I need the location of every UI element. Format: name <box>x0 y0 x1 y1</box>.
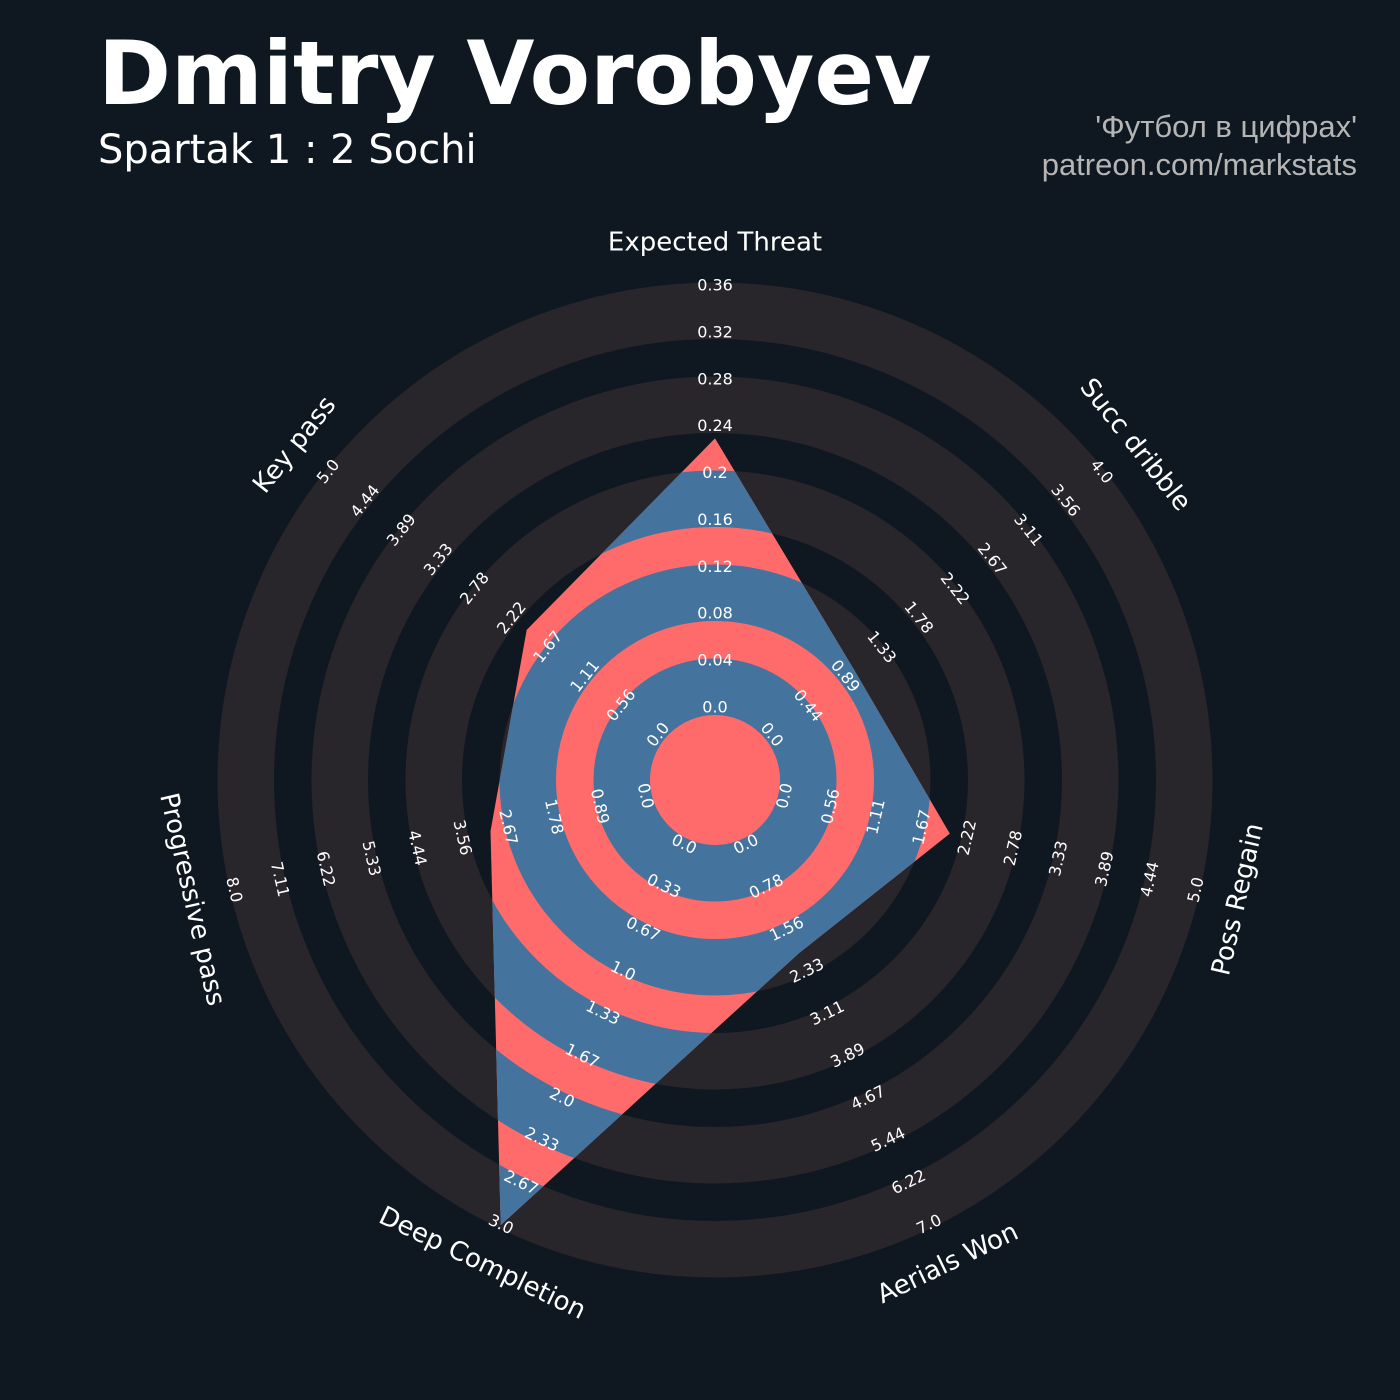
tick-label: 0.08 <box>697 604 733 623</box>
tick-label: 0.24 <box>697 416 733 435</box>
tick-label: 0.32 <box>697 322 733 341</box>
fill-band <box>499 564 931 996</box>
tick-label: 0.04 <box>697 651 733 670</box>
tick-label: 0.16 <box>697 510 733 529</box>
annotation: 'Футбол в цифрах' <box>1095 109 1357 144</box>
tick-label: 0.28 <box>697 369 733 388</box>
tick-label: 0.12 <box>697 557 733 576</box>
ring <box>217 282 1213 1278</box>
tick-label: 0.0 <box>702 698 727 717</box>
fill-band <box>593 658 837 902</box>
chart-subtitle: Spartak 1 : 2 Sochi <box>98 127 477 173</box>
param-label: Expected Threat <box>608 228 822 258</box>
tick-label: 0.36 <box>697 276 733 295</box>
fill-base <box>490 438 950 1226</box>
tick-label: 0.2 <box>702 463 727 482</box>
chart-title: Dmitry Vorobyev <box>98 22 931 125</box>
ring <box>311 376 1119 1184</box>
annotation: patreon.com/markstats <box>1042 147 1357 182</box>
